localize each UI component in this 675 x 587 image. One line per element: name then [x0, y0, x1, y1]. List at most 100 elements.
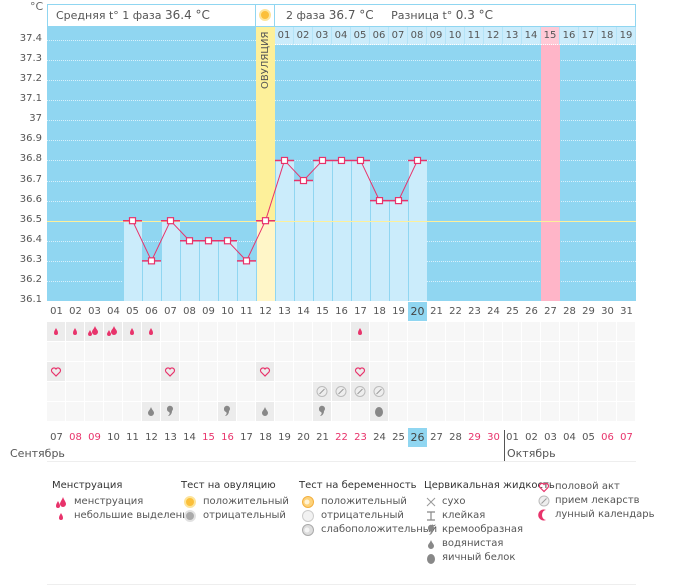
- symptom-cell[interactable]: [598, 322, 616, 341]
- symptom-cell[interactable]: [294, 322, 312, 341]
- symptom-cell[interactable]: [199, 362, 217, 381]
- cycle-day[interactable]: 28: [563, 306, 576, 317]
- symptom-cell[interactable]: [66, 342, 84, 361]
- calendar-date[interactable]: 07: [620, 432, 633, 443]
- symptom-cell[interactable]: [142, 382, 160, 401]
- symptom-cell[interactable]: [370, 342, 388, 361]
- calendar-date[interactable]: 29: [468, 432, 481, 443]
- cycle-day[interactable]: 10: [221, 306, 234, 317]
- calendar-date[interactable]: 13: [164, 432, 177, 443]
- symptom-cell[interactable]: [275, 322, 293, 341]
- symptom-cell[interactable]: [66, 322, 84, 341]
- symptom-cell[interactable]: [560, 382, 578, 401]
- symptom-cell[interactable]: [579, 362, 597, 381]
- symptom-cell[interactable]: [294, 402, 312, 421]
- symptom-cell[interactable]: [617, 382, 635, 401]
- symptom-cell[interactable]: [541, 362, 559, 381]
- symptom-cell[interactable]: [104, 382, 122, 401]
- symptom-cell[interactable]: [484, 362, 502, 381]
- symptom-cell[interactable]: [275, 342, 293, 361]
- symptom-cell[interactable]: [104, 362, 122, 381]
- symptom-cell[interactable]: [408, 402, 426, 421]
- symptom-cell[interactable]: [85, 402, 103, 421]
- calendar-date[interactable]: 24: [373, 432, 386, 443]
- symptom-cell[interactable]: [370, 362, 388, 381]
- symptom-cell[interactable]: [237, 322, 255, 341]
- symptom-cell[interactable]: [446, 342, 464, 361]
- calendar-date[interactable]: 08: [69, 432, 82, 443]
- cycle-day[interactable]: 02: [69, 306, 82, 317]
- symptom-cell[interactable]: [617, 342, 635, 361]
- symptom-cell[interactable]: [85, 342, 103, 361]
- cycle-day[interactable]: 07: [164, 306, 177, 317]
- symptom-cell[interactable]: [123, 342, 141, 361]
- symptom-cell[interactable]: [104, 402, 122, 421]
- symptom-cell[interactable]: [256, 362, 274, 381]
- symptom-cell[interactable]: [446, 382, 464, 401]
- symptom-cell[interactable]: [47, 402, 65, 421]
- symptom-cell[interactable]: [275, 382, 293, 401]
- symptom-cell[interactable]: [351, 322, 369, 341]
- symptom-cell[interactable]: [598, 342, 616, 361]
- calendar-date[interactable]: 05: [582, 432, 595, 443]
- symptom-cell[interactable]: [199, 382, 217, 401]
- symptom-cell[interactable]: [408, 322, 426, 341]
- symptom-cell[interactable]: [218, 402, 236, 421]
- symptom-cell[interactable]: [313, 342, 331, 361]
- symptom-cell[interactable]: [389, 342, 407, 361]
- symptom-cell[interactable]: [427, 322, 445, 341]
- symptom-cell[interactable]: [47, 382, 65, 401]
- symptom-cell[interactable]: [294, 382, 312, 401]
- symptom-cell[interactable]: [218, 382, 236, 401]
- symptom-cell[interactable]: [522, 402, 540, 421]
- calendar-date[interactable]: 07: [50, 432, 63, 443]
- calendar-date[interactable]: 06: [601, 432, 614, 443]
- symptom-cell[interactable]: [294, 362, 312, 381]
- calendar-date[interactable]: 11: [126, 432, 139, 443]
- symptom-cell[interactable]: [237, 342, 255, 361]
- symptom-cell[interactable]: [47, 362, 65, 381]
- symptom-cell[interactable]: [332, 342, 350, 361]
- symptom-cell[interactable]: [484, 402, 502, 421]
- calendar-date[interactable]: 16: [221, 432, 234, 443]
- calendar-date[interactable]: 26: [408, 428, 427, 447]
- symptom-cell[interactable]: [408, 342, 426, 361]
- symptom-cell[interactable]: [541, 402, 559, 421]
- symptom-cell[interactable]: [180, 362, 198, 381]
- symptom-cell[interactable]: [66, 382, 84, 401]
- symptom-cell[interactable]: [47, 322, 65, 341]
- cycle-day[interactable]: 01: [50, 306, 63, 317]
- cycle-day[interactable]: 24: [487, 306, 500, 317]
- symptom-cell[interactable]: [484, 382, 502, 401]
- symptom-cell[interactable]: [256, 342, 274, 361]
- symptom-cell[interactable]: [66, 362, 84, 381]
- symptom-cell[interactable]: [560, 342, 578, 361]
- cycle-day[interactable]: 12: [259, 306, 272, 317]
- calendar-date[interactable]: 25: [392, 432, 405, 443]
- symptom-cell[interactable]: [313, 402, 331, 421]
- calendar-date[interactable]: 27: [430, 432, 443, 443]
- symptom-cell[interactable]: [142, 322, 160, 341]
- symptom-cell[interactable]: [104, 342, 122, 361]
- symptom-cell[interactable]: [427, 362, 445, 381]
- symptom-cell[interactable]: [180, 402, 198, 421]
- symptom-cell[interactable]: [522, 362, 540, 381]
- cycle-day[interactable]: 23: [468, 306, 481, 317]
- symptom-cell[interactable]: [465, 382, 483, 401]
- symptom-cell[interactable]: [503, 322, 521, 341]
- symptom-cell[interactable]: [427, 342, 445, 361]
- symptom-cell[interactable]: [161, 402, 179, 421]
- symptom-cell[interactable]: [161, 342, 179, 361]
- calendar-date[interactable]: 04: [563, 432, 576, 443]
- symptom-cell[interactable]: [161, 362, 179, 381]
- calendar-date[interactable]: 15: [202, 432, 215, 443]
- calendar-date[interactable]: 20: [297, 432, 310, 443]
- symptom-cell[interactable]: [313, 362, 331, 381]
- cycle-day[interactable]: 03: [88, 306, 101, 317]
- symptom-cell[interactable]: [256, 382, 274, 401]
- cycle-day[interactable]: 29: [582, 306, 595, 317]
- symptom-cell[interactable]: [598, 402, 616, 421]
- symptom-cell[interactable]: [332, 402, 350, 421]
- cycle-day[interactable]: 27: [544, 306, 557, 317]
- cycle-day[interactable]: 14: [297, 306, 310, 317]
